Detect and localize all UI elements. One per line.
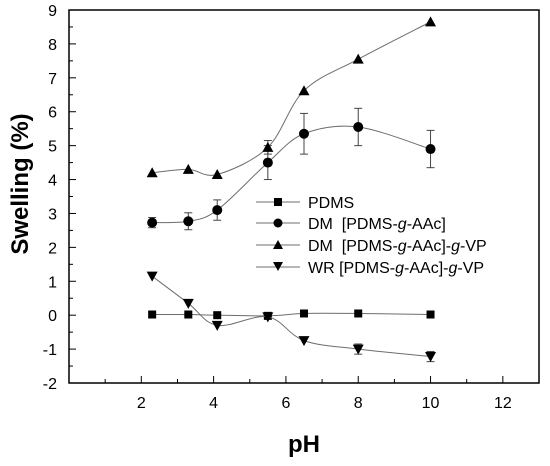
data-point xyxy=(182,298,194,309)
x-tick-label: 12 xyxy=(494,395,512,412)
x-tick-label: 8 xyxy=(354,395,363,412)
y-tick-label: 0 xyxy=(48,308,57,325)
legend-entry-wr-pdms-g-aac-g-vp: WR [PDMS-g-AAc]-g-VP xyxy=(256,260,484,277)
data-point xyxy=(262,312,274,323)
data-point xyxy=(352,344,364,355)
data-point xyxy=(425,144,436,155)
y-tick-label: 4 xyxy=(48,173,57,190)
series-line xyxy=(152,312,431,317)
data-point xyxy=(146,271,158,282)
plot-frame xyxy=(68,9,540,384)
legend-label-wr-pdms-g-aac-g-vp: WR [PDMS-g-AAc]-g-VP xyxy=(308,260,484,277)
legend-marker-triangle-down xyxy=(273,262,283,271)
legend-entry-dm-pdms-g-aac: DM [PDMS-g-AAc] xyxy=(256,216,446,233)
y-tick-label: 2 xyxy=(48,240,57,257)
legend-marker-square xyxy=(274,198,282,206)
y-tick-label: -2 xyxy=(43,376,57,393)
data-point xyxy=(183,216,194,227)
y-tick-label: 6 xyxy=(48,105,57,122)
data-point xyxy=(298,336,310,347)
data-point xyxy=(147,217,158,228)
series-line xyxy=(152,21,431,176)
legend-marker-triangle-up xyxy=(273,240,283,249)
y-tick-label: 3 xyxy=(48,206,57,223)
legend-marker-circle xyxy=(273,218,283,228)
y-tick-label: -1 xyxy=(43,342,57,359)
y-tick-label: 8 xyxy=(48,37,57,54)
y-tick-label: 1 xyxy=(48,274,57,291)
y-tick-label: 5 xyxy=(48,139,57,156)
y-axis-title: Swelling (%) xyxy=(7,113,34,254)
x-tick-label: 6 xyxy=(281,395,290,412)
data-point xyxy=(262,157,273,168)
legend-label-pdms: PDMS xyxy=(308,195,354,212)
legend: PDMS DM [PDMS-g-AAc] DM [PDMS-g-AAc]-g-V… xyxy=(256,195,487,277)
data-point xyxy=(146,167,158,178)
legend-entry-pdms: PDMS xyxy=(256,195,354,212)
legend-entry-dm-pdms-g-aac-g-vp: DM [PDMS-g-AAc]-g-VP xyxy=(256,238,487,255)
legend-label-dm-pdms-g-aac: DM [PDMS-g-AAc] xyxy=(308,216,446,233)
data-point xyxy=(211,320,223,331)
data-point xyxy=(425,16,437,27)
data-point xyxy=(298,85,310,96)
data-point xyxy=(211,168,223,179)
series-triangle-down xyxy=(146,271,437,363)
x-tick-label: 4 xyxy=(209,395,218,412)
data-point xyxy=(213,311,222,320)
series-line xyxy=(152,125,431,224)
x-axis-title: pH xyxy=(288,431,320,458)
data-point xyxy=(300,309,308,318)
x-tick-label: 10 xyxy=(422,395,440,412)
data-point xyxy=(299,128,309,139)
series-triangle-up xyxy=(146,16,437,179)
data-point xyxy=(425,352,437,363)
data-point xyxy=(262,141,274,152)
legend-label-dm-pdms-g-aac-g-vp: DM [PDMS-g-AAc]-g-VP xyxy=(308,238,487,255)
data-point xyxy=(184,310,193,319)
y-tick-label: 7 xyxy=(48,71,57,88)
y-tick-label: 9 xyxy=(48,3,57,20)
data-point xyxy=(352,53,364,64)
data-point xyxy=(426,310,435,319)
series-layer xyxy=(146,16,437,363)
series-circle xyxy=(147,107,436,231)
series-line xyxy=(151,275,431,358)
data-point xyxy=(353,121,364,132)
x-tick-label: 2 xyxy=(137,395,146,412)
series-square xyxy=(148,309,435,320)
data-point xyxy=(182,163,194,174)
data-point xyxy=(354,309,363,318)
data-point xyxy=(212,205,223,216)
data-point xyxy=(148,310,157,319)
